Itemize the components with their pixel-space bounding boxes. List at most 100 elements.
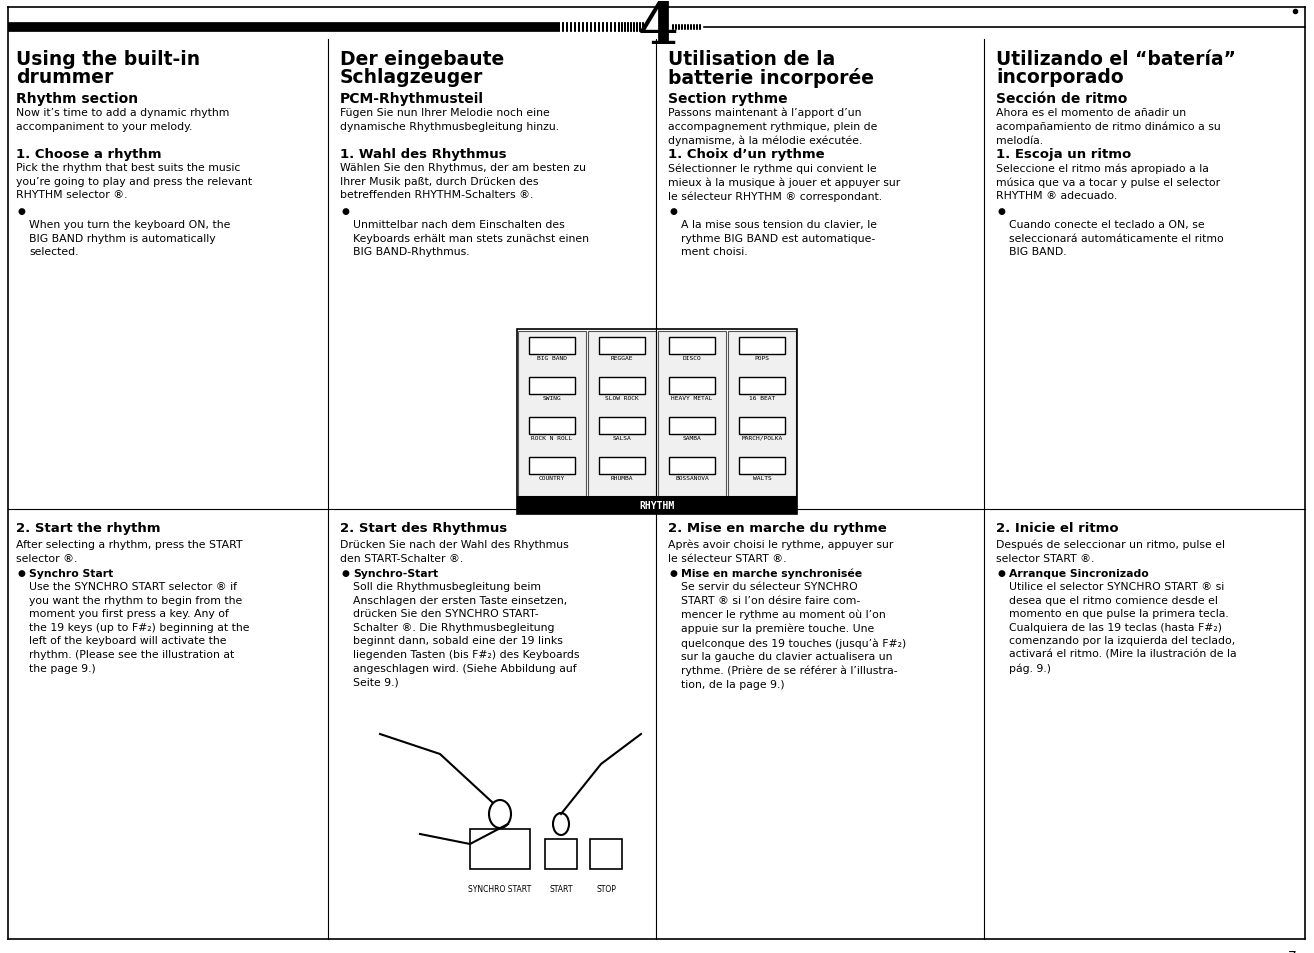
Bar (669, 377, 715, 395)
Text: Arranque Sincronizado: Arranque Sincronizado (1009, 568, 1148, 578)
Text: After selecting a rhythm, press the START
selector ®.: After selecting a rhythm, press the STAR… (16, 539, 243, 563)
Text: Utilisation de la: Utilisation de la (668, 50, 836, 69)
Text: START: START (549, 884, 573, 893)
Bar (470, 829, 530, 869)
Bar (530, 417, 574, 435)
Bar (669, 457, 715, 475)
Bar (669, 337, 715, 355)
Text: Fügen Sie nun Ihrer Melodie noch eine
dynamische Rhythmusbegleitung hinzu.: Fügen Sie nun Ihrer Melodie noch eine dy… (340, 108, 560, 132)
Text: 1. Wahl des Rhythmus: 1. Wahl des Rhythmus (340, 148, 507, 161)
Text: Se servir du sélecteur SYNCHRO
START ® si l’on désire faire com-
mencer le rythm: Se servir du sélecteur SYNCHRO START ® s… (681, 581, 907, 689)
Text: Mise en marche synchronisée: Mise en marche synchronisée (681, 568, 862, 578)
Text: STOP: STOP (597, 884, 616, 893)
Bar (530, 457, 574, 475)
Text: ●: ● (342, 568, 350, 578)
Text: Now it’s time to add a dynamic rhythm
accompaniment to your melody.: Now it’s time to add a dynamic rhythm ac… (16, 108, 230, 132)
Text: Soll die Rhythmusbegleitung beim
Anschlagen der ersten Taste einsetzen,
drücken : Soll die Rhythmusbegleitung beim Anschla… (353, 581, 579, 686)
Bar (530, 337, 574, 355)
Text: PCM-Rhythmusteil: PCM-Rhythmusteil (340, 91, 484, 106)
Ellipse shape (489, 801, 511, 828)
Bar (545, 840, 577, 869)
Text: 2. Start des Rhythmus: 2. Start des Rhythmus (340, 521, 507, 535)
Text: BIG BAND: BIG BAND (537, 355, 568, 360)
Bar (599, 417, 645, 435)
Text: ●: ● (999, 207, 1007, 215)
Bar (740, 417, 784, 435)
Text: Ahora es el momento de añadir un
acompañamiento de ritmo dinámico a su
melodía.: Ahora es el momento de añadir un acompañ… (996, 108, 1221, 146)
Text: ●: ● (18, 568, 26, 578)
Bar (599, 457, 645, 475)
Text: Pick the rhythm that best suits the music
you’re going to play and press the rel: Pick the rhythm that best suits the musi… (16, 163, 252, 200)
Text: Section rythme: Section rythme (668, 91, 787, 106)
Text: ●: ● (999, 568, 1007, 578)
Text: WALTS: WALTS (753, 476, 771, 480)
Text: SALSA: SALSA (612, 436, 631, 440)
Text: 2. Inicie el ritmo: 2. Inicie el ritmo (996, 521, 1118, 535)
Text: Seleccione el ritmo más apropiado a la
música que va a tocar y pulse el selector: Seleccione el ritmo más apropiado a la m… (996, 163, 1221, 201)
Text: DISCO: DISCO (683, 355, 702, 360)
Text: ●: ● (342, 207, 350, 215)
Bar (740, 457, 784, 475)
Text: MARCH/POLKA: MARCH/POLKA (741, 436, 783, 440)
Text: 2. Start the rhythm: 2. Start the rhythm (16, 521, 160, 535)
Text: 7: 7 (1288, 949, 1297, 953)
Text: Après avoir choisi le rythme, appuyer sur
le sélecteur START ®.: Après avoir choisi le rythme, appuyer su… (668, 539, 894, 563)
Text: ROCK N ROLL: ROCK N ROLL (531, 436, 573, 440)
Text: REGGAE: REGGAE (611, 355, 633, 360)
Text: SYNCHRO START: SYNCHRO START (468, 884, 532, 893)
Bar (658, 332, 727, 497)
Text: Drücken Sie nach der Wahl des Rhythmus
den START-Schalter ®.: Drücken Sie nach der Wahl des Rhythmus d… (340, 539, 569, 563)
Text: Sección de ritmo: Sección de ritmo (996, 91, 1127, 106)
Text: SAMBA: SAMBA (683, 436, 702, 440)
Bar (587, 332, 656, 497)
Text: 16 BEAT: 16 BEAT (749, 395, 775, 400)
Text: ●: ● (670, 568, 678, 578)
Text: Schlagzeuger: Schlagzeuger (340, 68, 484, 87)
Text: ●: ● (18, 207, 26, 215)
Text: RHYTHM: RHYTHM (640, 500, 674, 511)
Text: Unmittelbar nach dem Einschalten des
Keyboards erhält man stets zunächst einen
B: Unmittelbar nach dem Einschalten des Key… (353, 220, 589, 257)
Text: SLOW ROCK: SLOW ROCK (606, 395, 639, 400)
Bar (728, 332, 796, 497)
Text: BOSSANOVA: BOSSANOVA (675, 476, 708, 480)
Bar (599, 377, 645, 395)
Text: POPS: POPS (754, 355, 770, 360)
Text: 1. Choose a rhythm: 1. Choose a rhythm (16, 148, 162, 161)
Bar (516, 497, 798, 515)
Bar (669, 417, 715, 435)
Bar (590, 840, 622, 869)
Bar (530, 377, 574, 395)
Text: Synchro-Start: Synchro-Start (353, 568, 438, 578)
Text: Rhythm section: Rhythm section (16, 91, 138, 106)
Ellipse shape (553, 813, 569, 835)
Text: Using the built-in: Using the built-in (16, 50, 200, 69)
Bar (518, 332, 586, 497)
Text: RHUMBA: RHUMBA (611, 476, 633, 480)
Bar (740, 337, 784, 355)
Bar (599, 337, 645, 355)
Text: Synchro Start: Synchro Start (29, 568, 113, 578)
Text: Wählen Sie den Rhythmus, der am besten zu
Ihrer Musik paßt, durch Drücken des
be: Wählen Sie den Rhythmus, der am besten z… (340, 163, 586, 200)
Text: Sélectionner le rythme qui convient le
mieux à la musique à jouer et appuyer sur: Sélectionner le rythme qui convient le m… (668, 163, 900, 202)
Text: Utilizando el “batería”: Utilizando el “batería” (996, 50, 1236, 69)
Text: SWING: SWING (543, 395, 561, 400)
Text: Passons maintenant à l’apport d’un
accompagnement rythmique, plein de
dynamisme,: Passons maintenant à l’apport d’un accom… (668, 108, 878, 146)
Text: When you turn the keyboard ON, the
BIG BAND rhythm is automatically
selected.: When you turn the keyboard ON, the BIG B… (29, 220, 230, 257)
Text: 1. Escoja un ritmo: 1. Escoja un ritmo (996, 148, 1131, 161)
Text: Cuando conecte el teclado a ON, se
seleccionará automáticamente el ritmo
BIG BAN: Cuando conecte el teclado a ON, se selec… (1009, 220, 1223, 257)
Text: ●: ● (670, 207, 678, 215)
Text: incorporado: incorporado (996, 68, 1123, 87)
Text: A la mise sous tension du clavier, le
rythme BIG BAND est automatique-
ment choi: A la mise sous tension du clavier, le ry… (681, 220, 876, 257)
Text: Use the SYNCHRO START selector ® if
you want the rhythm to begin from the
moment: Use the SYNCHRO START selector ® if you … (29, 581, 250, 673)
Text: batterie incorporée: batterie incorporée (668, 68, 874, 88)
Text: Utilice el selector SYNCHRO START ® si
desea que el ritmo comience desde el
mome: Utilice el selector SYNCHRO START ® si d… (1009, 581, 1236, 674)
Text: Después de seleccionar un ritmo, pulse el
selector START ®.: Después de seleccionar un ritmo, pulse e… (996, 539, 1225, 563)
Text: 1. Choix d’un rythme: 1. Choix d’un rythme (668, 148, 825, 161)
Text: 4: 4 (637, 0, 678, 56)
Text: drummer: drummer (16, 68, 113, 87)
Text: Der eingebaute: Der eingebaute (340, 50, 505, 69)
Text: 2. Mise en marche du rythme: 2. Mise en marche du rythme (668, 521, 887, 535)
Text: COUNTRY: COUNTRY (539, 476, 565, 480)
Bar (516, 330, 798, 515)
Text: HEAVY METAL: HEAVY METAL (671, 395, 712, 400)
